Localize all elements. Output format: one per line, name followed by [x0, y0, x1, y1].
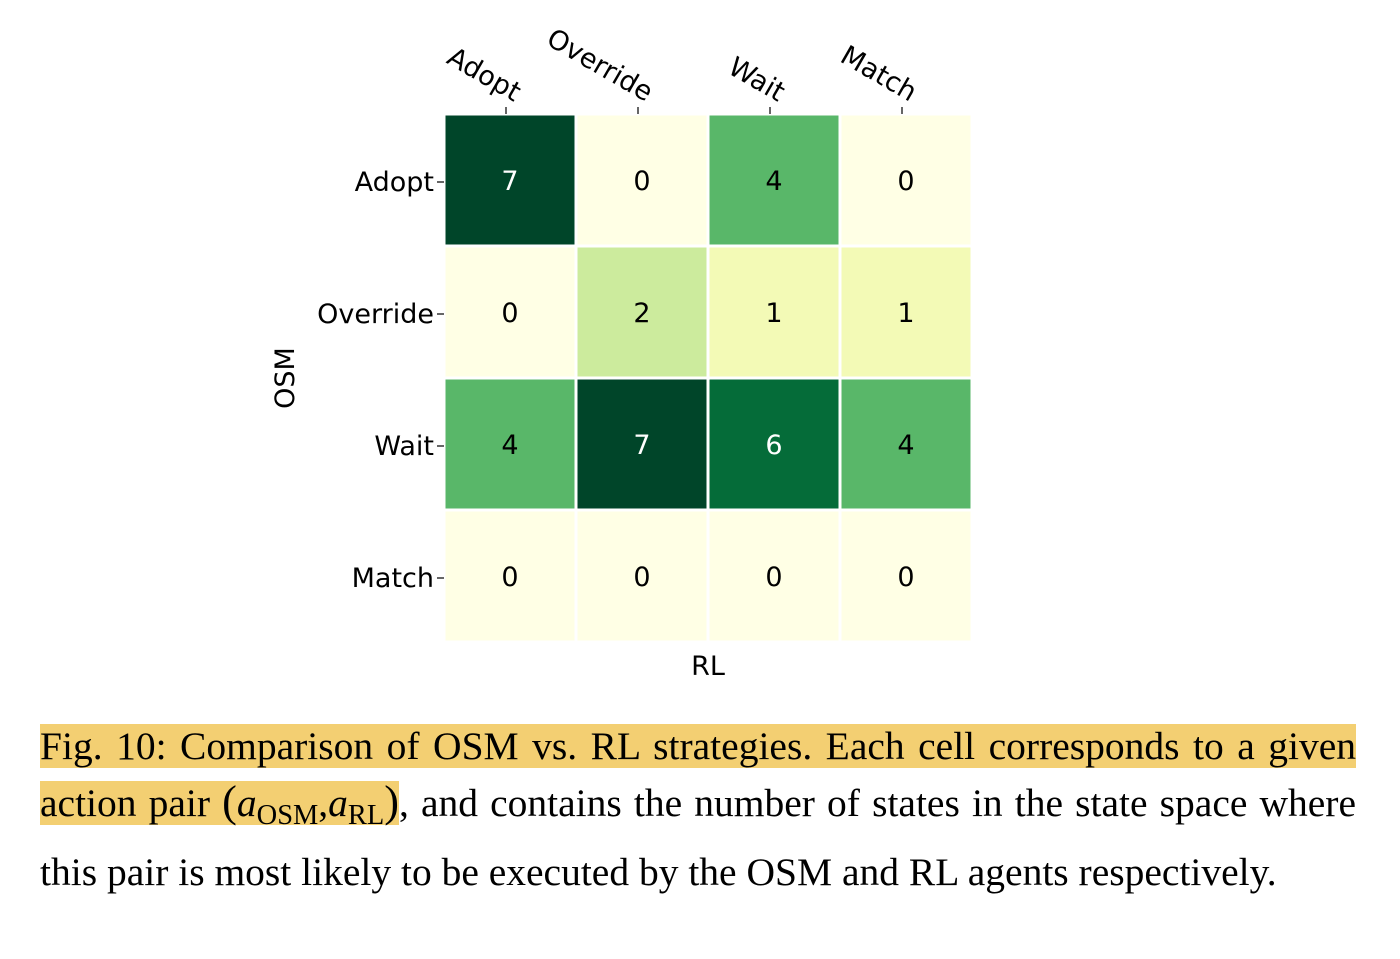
heatmap-cell: [838, 112, 974, 248]
heatmap-cell: [574, 508, 710, 644]
x-tick-label: Wait: [723, 51, 790, 108]
heatmap-cell: [442, 508, 578, 644]
x-tick-label: Match: [835, 40, 922, 108]
heatmap-cell: [574, 244, 710, 380]
y-axis-ticks: Adopt Override Wait Match: [317, 167, 444, 594]
heatmap-cell: [838, 376, 974, 512]
figure-caption: Fig. 10: Comparison of OSM vs. RL strate…: [40, 718, 1356, 900]
heatmap-cell: [838, 244, 974, 380]
cell-value-label: 2: [633, 298, 650, 329]
action-pair: (aOSM,aRL): [222, 777, 399, 831]
x-axis-label: RL: [691, 651, 725, 682]
cell-value-label: 7: [633, 430, 650, 461]
cell-value-label: 0: [633, 562, 650, 593]
cell-value-label: 0: [897, 562, 914, 593]
x-tick-label: Adopt: [442, 42, 526, 109]
heatmap-cell: [838, 508, 974, 644]
caption-rest-text: , and contains the number of states in t…: [40, 781, 1356, 894]
heatmap-cell-values: 7 0 4 0 0 2 1 1 4 7 6 4 0 0 0 0: [501, 166, 914, 593]
cell-value-label: 6: [765, 430, 782, 461]
heatmap-cells: [442, 112, 974, 644]
cell-value-label: 0: [897, 166, 914, 197]
heatmap-figure: 7 0 4 00 2 1 14 7 6 40 0 0 0 Adopt Override Wait Match …: [270, 23, 974, 682]
cell-value-label: 0: [633, 166, 650, 197]
cell-value-label: 1: [897, 298, 914, 329]
y-axis-label: OSM: [270, 347, 301, 409]
heatmap-cell: [442, 112, 578, 248]
x-tick-label: Override: [541, 23, 658, 108]
x-axis-ticks: Adopt Override Wait Match: [442, 23, 922, 114]
cell-value-label: 0: [765, 562, 782, 593]
cell-value-label: 0: [501, 298, 518, 329]
heatmap-cell: [574, 112, 710, 248]
cell-value-label: 0: [501, 562, 518, 593]
heatmap-cell: [574, 376, 710, 512]
y-tick-label: Wait: [374, 431, 434, 462]
cell-value-label: 4: [765, 166, 782, 197]
y-tick-label: Adopt: [355, 167, 434, 198]
cell-value-label: 7: [501, 166, 518, 197]
y-tick-label: Override: [317, 299, 434, 330]
cell-value-label: 4: [501, 430, 518, 461]
y-tick-label: Match: [352, 563, 434, 594]
caption-label: Fig. 10:: [40, 724, 167, 768]
cell-value-label: 4: [897, 430, 914, 461]
cell-value-label: 1: [765, 298, 782, 329]
caption-highlight-text: Comparison of OSM vs. RL strategies. Eac…: [40, 724, 1356, 825]
